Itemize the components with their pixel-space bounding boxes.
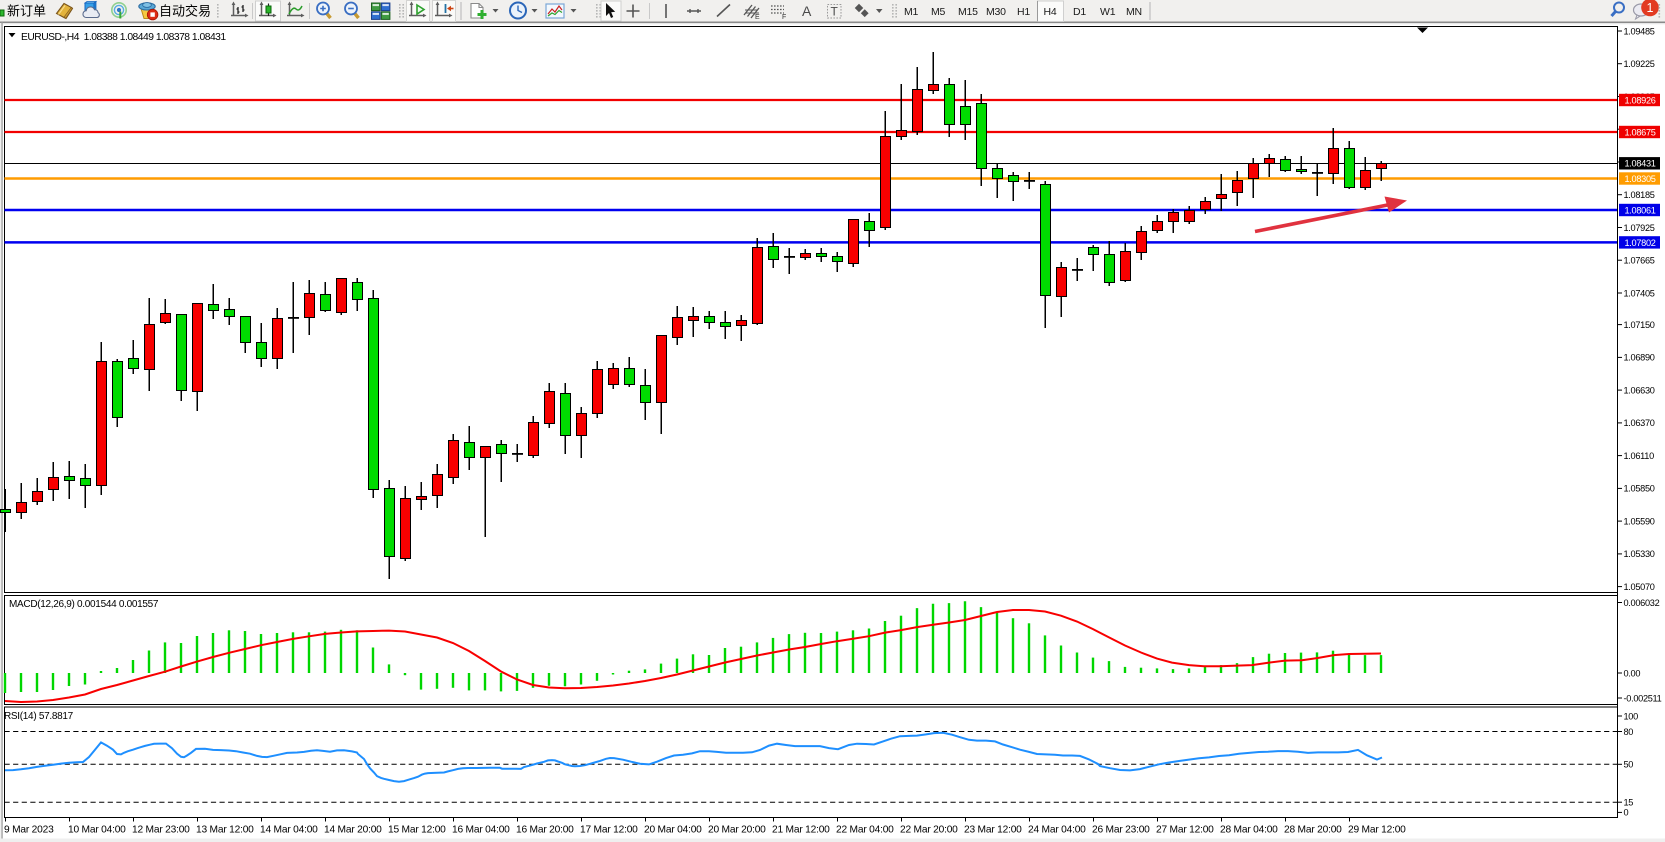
svg-text:27 Mar 12:00: 27 Mar 12:00	[1156, 825, 1214, 836]
svg-text:1.08305: 1.08305	[1625, 174, 1656, 184]
svg-text:1: 1	[1647, 1, 1654, 15]
svg-text:1.05590: 1.05590	[1624, 516, 1655, 526]
svg-text:28 Mar 20:00: 28 Mar 20:00	[1284, 825, 1342, 836]
svg-text:1.09225: 1.09225	[1624, 59, 1655, 69]
svg-text:E: E	[755, 14, 760, 21]
svg-text:80: 80	[1624, 727, 1634, 737]
svg-text:23 Mar 12:00: 23 Mar 12:00	[964, 825, 1022, 836]
svg-text:29 Mar 12:00: 29 Mar 12:00	[1348, 825, 1406, 836]
svg-text:1.07150: 1.07150	[1624, 320, 1655, 330]
svg-text:12 Mar 23:00: 12 Mar 23:00	[132, 825, 190, 836]
svg-text:14 Mar 04:00: 14 Mar 04:00	[260, 825, 318, 836]
svg-text:1.08431: 1.08431	[1625, 159, 1656, 169]
svg-text:1.05070: 1.05070	[1624, 582, 1655, 592]
svg-text:0: 0	[1624, 808, 1629, 818]
svg-text:自动交易: 自动交易	[159, 4, 211, 19]
svg-text:RSI(14) 57.8817: RSI(14) 57.8817	[4, 711, 74, 722]
svg-text:1.06890: 1.06890	[1624, 353, 1655, 363]
svg-text:1.06370: 1.06370	[1624, 418, 1655, 428]
svg-text:26 Mar 23:00: 26 Mar 23:00	[1092, 825, 1150, 836]
svg-text:50: 50	[1624, 760, 1634, 770]
svg-text:21 Mar 12:00: 21 Mar 12:00	[772, 825, 830, 836]
svg-text:22 Mar 20:00: 22 Mar 20:00	[900, 825, 958, 836]
svg-text:1.09485: 1.09485	[1624, 26, 1655, 36]
svg-text:A: A	[802, 3, 812, 19]
svg-text:15 Mar 12:00: 15 Mar 12:00	[388, 825, 446, 836]
svg-text:0.00: 0.00	[1624, 668, 1641, 678]
svg-text:1.05330: 1.05330	[1624, 549, 1655, 559]
svg-text:100: 100	[1624, 711, 1639, 721]
svg-text:H4: H4	[1044, 6, 1057, 18]
svg-text:16 Mar 04:00: 16 Mar 04:00	[452, 825, 510, 836]
svg-text:1.08926: 1.08926	[1625, 95, 1656, 105]
svg-text:1.07925: 1.07925	[1624, 223, 1655, 233]
svg-text:M1: M1	[904, 6, 919, 18]
svg-text:-0.002511: -0.002511	[1624, 693, 1662, 703]
svg-text:H1: H1	[1017, 6, 1030, 18]
svg-text:F: F	[782, 14, 786, 21]
svg-text:14 Mar 20:00: 14 Mar 20:00	[324, 825, 382, 836]
svg-text:M15: M15	[958, 6, 978, 18]
svg-text:M5: M5	[931, 6, 946, 18]
svg-text:16 Mar 20:00: 16 Mar 20:00	[516, 825, 574, 836]
svg-text:1.08185: 1.08185	[1624, 190, 1655, 200]
svg-text:M30: M30	[986, 6, 1006, 18]
svg-text:EURUSD-,H4 1.08388 1.08449 1.: EURUSD-,H4 1.08388 1.08449 1.08378 1.084…	[21, 32, 226, 43]
svg-text:20 Mar 20:00: 20 Mar 20:00	[708, 825, 766, 836]
svg-text:1.07665: 1.07665	[1624, 256, 1655, 266]
svg-text:1.07802: 1.07802	[1625, 238, 1656, 248]
svg-text:15: 15	[1624, 798, 1634, 808]
svg-text:1.08061: 1.08061	[1625, 205, 1656, 215]
svg-text:1.06110: 1.06110	[1624, 451, 1655, 461]
svg-text:28 Mar 04:00: 28 Mar 04:00	[1220, 825, 1278, 836]
svg-text:1.07405: 1.07405	[1624, 288, 1655, 298]
svg-text:1.05850: 1.05850	[1624, 484, 1655, 494]
svg-text:13 Mar 12:00: 13 Mar 12:00	[196, 825, 254, 836]
svg-text:0.006032: 0.006032	[1624, 598, 1660, 608]
svg-text:T: T	[831, 5, 839, 19]
svg-text:10 Mar 04:00: 10 Mar 04:00	[68, 825, 126, 836]
svg-text:1.08675: 1.08675	[1625, 127, 1656, 137]
svg-text:1.06630: 1.06630	[1624, 385, 1655, 395]
svg-text:MN: MN	[1126, 6, 1142, 18]
svg-text:22 Mar 04:00: 22 Mar 04:00	[836, 825, 894, 836]
svg-text:24 Mar 04:00: 24 Mar 04:00	[1028, 825, 1086, 836]
svg-text:17 Mar 12:00: 17 Mar 12:00	[580, 825, 638, 836]
svg-text:W1: W1	[1100, 6, 1116, 18]
svg-text:20 Mar 04:00: 20 Mar 04:00	[644, 825, 702, 836]
svg-text:9 Mar 2023: 9 Mar 2023	[4, 825, 54, 836]
svg-text:新订单: 新订单	[7, 4, 46, 19]
svg-text:D1: D1	[1073, 6, 1086, 18]
svg-text:MACD(12,26,9) 0.001544 0.00155: MACD(12,26,9) 0.001544 0.001557	[9, 599, 159, 610]
